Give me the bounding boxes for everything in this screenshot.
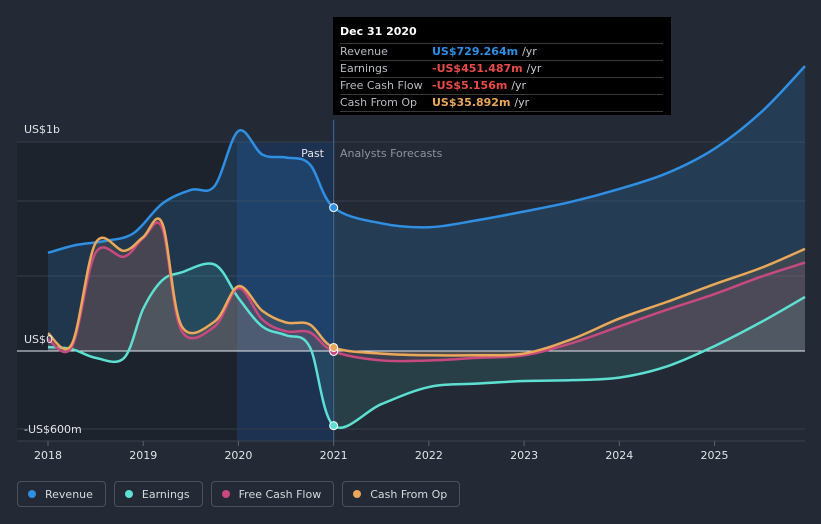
series-points xyxy=(329,203,339,431)
x-tick-label: 2018 xyxy=(34,449,62,462)
tooltip-label: Free Cash Flow xyxy=(340,79,423,92)
data-tooltip: Dec 31 2020 Revenue US$729.264m /yr Earn… xyxy=(333,17,671,115)
forecast-label: Analysts Forecasts xyxy=(340,147,443,160)
legend-revenue[interactable]: Revenue xyxy=(17,481,106,507)
tooltip-label: Earnings xyxy=(340,62,388,75)
area-earnings xyxy=(48,263,805,428)
line-cash-from-op[interactable] xyxy=(47,217,806,357)
x-tick-label: 2023 xyxy=(510,449,538,462)
x-tick-label: 2020 xyxy=(224,449,252,462)
x-tick-label: 2022 xyxy=(415,449,443,462)
x-tick-label: 2025 xyxy=(701,449,729,462)
tooltip-row-fcf: Free Cash Flow -US$5.156m /yr xyxy=(340,78,663,95)
tooltip-unit: /yr xyxy=(526,62,542,75)
point-earnings[interactable] xyxy=(329,421,339,431)
tooltip-date: Dec 31 2020 xyxy=(340,25,663,44)
tooltip-unit: /yr xyxy=(522,45,537,58)
legend-dot-icon xyxy=(221,490,230,498)
area-free-cash-flow xyxy=(48,222,805,362)
legend-dot-icon xyxy=(28,490,36,498)
legend-earnings[interactable]: Earnings xyxy=(113,481,203,507)
point-cash-from-op[interactable] xyxy=(329,342,339,352)
past-shade-highlight xyxy=(237,142,332,441)
x-tick-label: 2021 xyxy=(320,449,348,462)
legend-label: Earnings xyxy=(141,487,190,501)
line-earnings[interactable] xyxy=(47,262,806,429)
tooltip-label: Cash From Op xyxy=(340,96,418,109)
x-tick-label: 2024 xyxy=(605,449,633,462)
legend-dot-icon xyxy=(353,490,362,498)
tooltip-unit: /yr xyxy=(511,79,527,92)
past-shade-dark xyxy=(17,142,237,441)
legend-label: Revenue xyxy=(45,487,93,501)
tooltip-value: -US$5.156m xyxy=(432,79,508,92)
legend-label: Cash From Op xyxy=(370,487,448,501)
tooltip-unit: /yr xyxy=(514,96,530,109)
legend-free-cash-flow[interactable]: Free Cash Flow xyxy=(210,481,335,507)
line-revenue[interactable] xyxy=(47,65,806,254)
x-tick-label: 2019 xyxy=(129,449,157,462)
tooltip-label: Revenue xyxy=(340,45,388,58)
x-axis: 2018 2019 2020 2021 2022 2023 2024 2025 xyxy=(34,441,729,462)
y-label-zero: US$0 xyxy=(24,333,53,346)
legend-label: Free Cash Flow xyxy=(238,487,322,501)
tooltip-value: US$729.264m xyxy=(432,45,519,58)
y-label-top: US$1b xyxy=(24,123,60,136)
legend-dot-icon xyxy=(124,490,133,498)
series-lines xyxy=(47,65,806,429)
chart-legend: Revenue Earnings Free Cash Flow Cash Fro… xyxy=(17,481,461,507)
line-free-cash-flow[interactable] xyxy=(47,221,806,363)
legend-cash-from-op[interactable]: Cash From Op xyxy=(342,481,461,507)
tooltip-row-earnings: Earnings -US$451.487m /yr xyxy=(340,61,663,78)
y-label-bottom: -US$600m xyxy=(24,423,82,436)
tooltip-row-revenue: Revenue US$729.264m /yr xyxy=(340,44,663,61)
tooltip-value: US$35.892m xyxy=(432,96,511,109)
area-revenue xyxy=(48,66,805,352)
gridlines xyxy=(17,141,805,442)
tooltip-row-cfo: Cash From Op US$35.892m /yr xyxy=(340,95,663,112)
tooltip-value: -US$451.487m xyxy=(432,62,523,75)
point-revenue[interactable] xyxy=(329,203,339,213)
past-label[interactable]: Past xyxy=(301,147,325,160)
